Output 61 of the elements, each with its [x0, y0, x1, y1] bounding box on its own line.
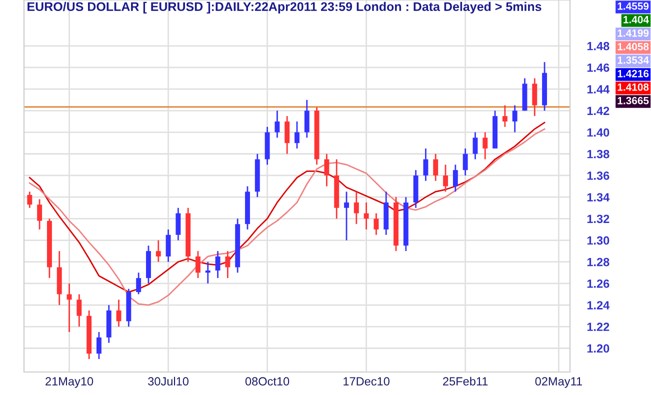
- y-tick-label: 1.32: [587, 214, 610, 224]
- candlestick: [205, 261, 210, 284]
- candlestick: [482, 132, 488, 160]
- candlestick: [37, 198, 42, 230]
- candlestick: [344, 190, 349, 241]
- candlestick: [274, 110, 280, 138]
- chart-title: EURO/US DOLLAR [ EURUSD ]:DAILY:22Apr2011 23:59 London : Data Delayed > 5mins: [28, 2, 542, 14]
- candlestick: [215, 250, 220, 279]
- text: 1.4108: [618, 83, 649, 91]
- candlestick: [512, 104, 518, 133]
- y-tick-label: 1.34: [587, 193, 610, 202]
- candlestick: [433, 153, 438, 182]
- candlestick: [364, 202, 369, 230]
- candlestick: [532, 78, 538, 117]
- x-tick-label: 30Jul10: [148, 376, 188, 386]
- candlestick: [443, 164, 448, 192]
- x-tick-label: 25Feb11: [443, 376, 488, 386]
- text: 1.404: [624, 16, 649, 24]
- candlestick: [423, 148, 428, 182]
- candlestick: [96, 331, 102, 360]
- candlestick: [502, 104, 508, 128]
- candlestick: [284, 115, 290, 155]
- text: 1.4559: [618, 2, 649, 10]
- text: 1.3665: [618, 96, 649, 104]
- candlestick: [304, 99, 310, 138]
- y-tick-label: 1.24: [587, 301, 610, 310]
- candlestick: [156, 240, 161, 263]
- candlestick: [196, 250, 200, 279]
- y-tick-label: 1.38: [587, 150, 610, 158]
- y-tick-label: 1.48: [587, 42, 610, 50]
- y-tick-label: 1.46: [587, 64, 610, 72]
- candlestick: [294, 120, 300, 150]
- y-tick-label: 1.26: [587, 279, 610, 288]
- y-tick-label: 1.28: [587, 258, 610, 266]
- y-tick-label: 1.44: [587, 85, 610, 94]
- candlestick: [354, 190, 359, 225]
- candlestick: [225, 250, 230, 279]
- candlestick: [27, 190, 32, 209]
- x-tick-label: 21May10: [46, 377, 94, 388]
- x-tick-label: 02May11: [535, 377, 582, 388]
- candlestick: [374, 212, 379, 236]
- candlestick: [472, 132, 478, 160]
- candlestick: [166, 228, 171, 263]
- y-tick-label: 1.42: [587, 106, 610, 115]
- text: 1.3534: [618, 56, 649, 64]
- candlestick: [176, 207, 181, 241]
- y-tick-label: 1.22: [587, 322, 610, 331]
- text: 1.4058: [618, 42, 649, 50]
- candlestick: [136, 272, 142, 295]
- x-tick-label: 08Oct10: [245, 377, 290, 386]
- y-tick-label: 1.30: [587, 236, 610, 245]
- candlestick: [324, 153, 330, 187]
- text: 1.4199: [618, 29, 649, 37]
- y-tick-label: 1.20: [587, 344, 610, 353]
- candlestick: [452, 164, 458, 192]
- y-tick-label: 1.40: [587, 128, 610, 137]
- y-tick-label: 1.36: [587, 172, 610, 180]
- text: 1.4216: [618, 70, 649, 78]
- candlestick: [76, 294, 82, 328]
- x-tick-label: 17Dec10: [344, 377, 390, 386]
- candlestick: [462, 148, 468, 176]
